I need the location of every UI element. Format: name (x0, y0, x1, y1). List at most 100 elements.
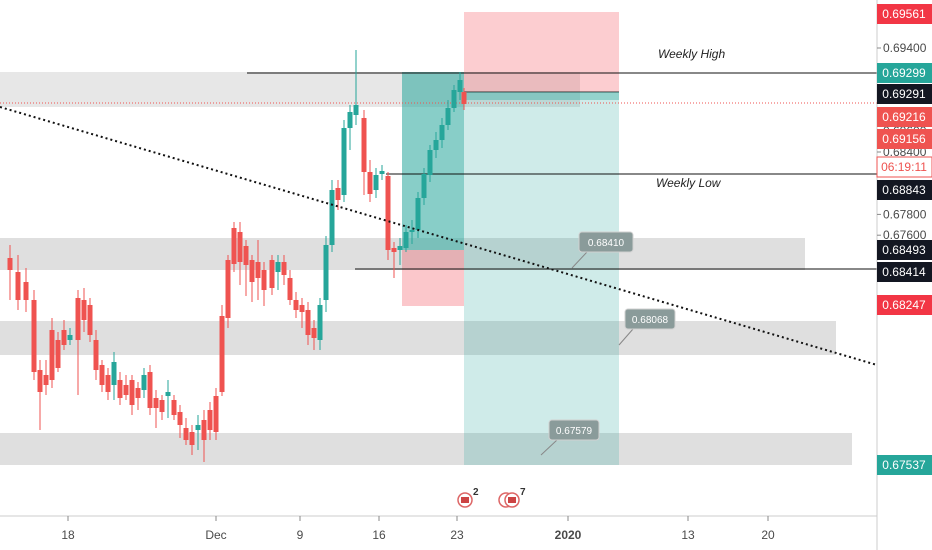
price-badge[interactable]: 0.67537 (877, 455, 932, 475)
price-badge[interactable]: 0.69156 (877, 129, 932, 149)
candle-body (159, 400, 165, 412)
price-badge-background (877, 295, 932, 315)
candle (317, 298, 323, 350)
candle (323, 236, 329, 312)
candle (275, 255, 281, 290)
candle (129, 375, 135, 415)
flag-icon-fill (461, 497, 469, 503)
event-count: 7 (520, 487, 526, 498)
price-badge-background (877, 107, 932, 127)
candle (37, 360, 43, 430)
candle (451, 85, 457, 112)
candle (61, 320, 67, 350)
price-callout[interactable]: 0.67579 (540, 419, 600, 456)
time-axis[interactable]: 18 Dec 9 16 23 2020 13 20 (0, 515, 877, 542)
event-count: 2 (473, 487, 479, 498)
position-2-profit-area[interactable] (464, 92, 619, 465)
weekly-high-label[interactable]: Weekly High (658, 47, 725, 61)
candle-body (219, 316, 225, 392)
price-badge-background (877, 180, 932, 200)
price-badge-label: 06:19:11 (881, 160, 927, 174)
price-badge-label: 0.67537 (882, 458, 926, 472)
position-2-entry-band (464, 92, 619, 100)
candle (105, 368, 111, 400)
candle (99, 360, 105, 392)
candle-body (335, 188, 341, 200)
trendline-layer[interactable] (0, 106, 878, 366)
candle-body (55, 340, 61, 368)
candle-body (129, 380, 135, 405)
candle-body (311, 328, 317, 338)
candle (249, 255, 255, 302)
price-badge-label: 0.69291 (882, 87, 926, 101)
economic-event-marker[interactable]: 7 (498, 487, 526, 508)
price-axis[interactable]: 0.694000.692000.686000.684000.682000.680… (876, 0, 932, 550)
price-badge[interactable]: 0.69561 (877, 4, 932, 24)
candle (305, 302, 311, 345)
price-badge[interactable]: 0.69216 (877, 107, 932, 127)
candle-body (445, 108, 451, 125)
price-badge[interactable]: 0.68843 (877, 180, 932, 200)
candle-body (391, 248, 397, 252)
candle-body (67, 335, 73, 340)
candle-body (171, 400, 177, 415)
price-badge[interactable]: 0.69291 (877, 84, 932, 104)
descending-trendline[interactable] (0, 106, 878, 366)
price-tick-label: 0.67600 (883, 228, 927, 242)
candle-body (433, 140, 439, 150)
price-badge[interactable]: 06:19:11 (876, 156, 932, 178)
candle (135, 382, 141, 410)
supply-demand-zone[interactable] (0, 433, 852, 465)
annotation-layer[interactable]: Weekly High Weekly Low (656, 47, 725, 190)
candle-body (165, 392, 171, 396)
price-callout[interactable]: 0.68410 (571, 231, 634, 269)
candle-body (237, 232, 243, 262)
support-resistance-zones[interactable] (0, 72, 852, 465)
candle-body (305, 310, 311, 335)
candlestick-series (7, 50, 467, 462)
time-tick-label: 18 (61, 528, 75, 542)
candle-body (231, 228, 237, 264)
horizontal-lines[interactable] (0, 72, 877, 270)
candle (439, 118, 445, 148)
candle (379, 165, 385, 180)
supply-demand-zone[interactable] (0, 72, 580, 107)
candle-body (373, 175, 379, 190)
candle-body (281, 262, 287, 275)
economic-event-marker[interactable]: 2 (457, 487, 479, 508)
candle-body (451, 90, 457, 108)
callout-layer[interactable]: 0.68410 0.68068 0.67579 (540, 231, 676, 456)
candle (111, 352, 117, 400)
candle-body (379, 171, 385, 174)
candle (457, 72, 463, 100)
candle-body (249, 260, 255, 282)
price-badge[interactable]: 0.68414 (877, 262, 932, 282)
position-2-loss-area[interactable] (464, 12, 619, 92)
candle (367, 160, 373, 202)
price-callout[interactable]: 0.68068 (618, 308, 676, 346)
time-tick-label: 9 (297, 528, 304, 542)
supply-demand-zone[interactable] (0, 321, 836, 355)
price-badge[interactable]: 0.68493 (877, 240, 932, 260)
candle-body (427, 150, 433, 175)
callout-pointer (540, 439, 558, 456)
candle (213, 388, 219, 440)
candle-body (347, 112, 353, 128)
weekly-low-label[interactable]: Weekly Low (656, 176, 722, 190)
candle-body (329, 190, 335, 245)
candle-body (111, 362, 117, 385)
candle (255, 240, 261, 300)
price-badge[interactable]: 0.68247 (877, 295, 932, 315)
candle (189, 425, 195, 455)
candle (243, 240, 249, 296)
candle-body (409, 230, 415, 232)
price-badge-label: 0.68493 (882, 243, 926, 257)
candle (391, 242, 397, 278)
candle-body (75, 298, 81, 340)
candle-body (15, 272, 21, 300)
time-tick-label: 23 (450, 528, 464, 542)
position-1-loss-area[interactable] (402, 250, 464, 306)
price-badge[interactable]: 0.69299 (877, 63, 932, 83)
